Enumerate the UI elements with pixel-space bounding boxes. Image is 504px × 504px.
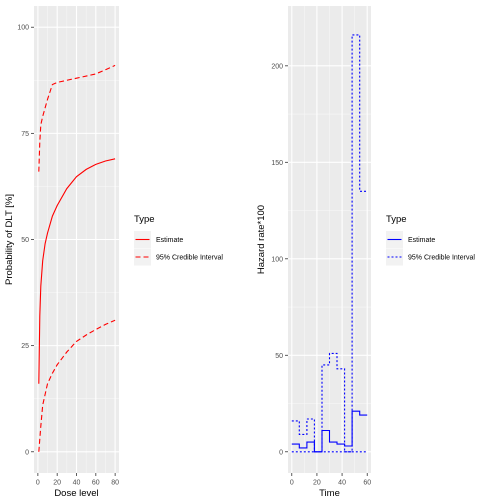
y-tick-label: 100 xyxy=(271,256,283,263)
y-tick-label: 25 xyxy=(21,343,29,350)
legend-title: Type xyxy=(134,214,155,225)
estimate-line-0 xyxy=(38,158,116,384)
legend-title: Type xyxy=(386,214,407,225)
x-tick-label: 80 xyxy=(111,480,119,487)
y-tick-label: 75 xyxy=(21,131,29,138)
y-tick-label: 100 xyxy=(17,25,29,32)
x-axis-title: Dose level xyxy=(54,488,98,499)
x-tick-label: 0 xyxy=(290,480,294,487)
legend-label: 95% Credible Interval xyxy=(156,255,223,262)
y-tick-label: 50 xyxy=(275,353,283,360)
legend-label: Estimate xyxy=(408,237,435,244)
legend-key-background xyxy=(134,248,151,266)
x-tick-label: 40 xyxy=(73,480,81,487)
legend-key-background xyxy=(386,248,403,266)
dlt-probability-legend: Type Estimate 95% Credible Interval xyxy=(134,214,223,266)
x-tick-label: 60 xyxy=(363,480,371,487)
dlt-probability-chart: 0 20 40 60 80 0 25 50 75 100 Dose level Probability… xyxy=(4,6,119,499)
hazard-rate-chart: 0 20 40 60 0 50 100 150 200 Time Hazard rate*100 xyxy=(256,6,371,499)
x-tick-label: 40 xyxy=(338,480,346,487)
x-tick-label: 60 xyxy=(92,480,100,487)
y-axis-title: Probability of DLT [%] xyxy=(4,194,15,285)
legend-label: Estimate xyxy=(156,237,183,244)
legend-label: 95% Credible Interval xyxy=(408,255,475,262)
x-axis-title: Time xyxy=(319,488,340,499)
credible-interval-line-1 xyxy=(291,34,368,453)
y-tick-label: 50 xyxy=(21,237,29,244)
y-tick-label: 0 xyxy=(279,449,283,456)
y-tick-label: 150 xyxy=(271,160,283,167)
y-axis-title: Hazard rate*100 xyxy=(256,205,267,274)
hazard-rate-legend: Type Estimate 95% Credible Interval xyxy=(386,214,475,266)
y-tick-label: 200 xyxy=(271,63,283,70)
x-tick-label: 20 xyxy=(53,480,61,487)
credible-interval-line-1 xyxy=(38,319,116,452)
x-tick-label: 20 xyxy=(313,480,321,487)
y-tick-label: 0 xyxy=(25,449,29,456)
x-tick-label: 0 xyxy=(36,480,40,487)
